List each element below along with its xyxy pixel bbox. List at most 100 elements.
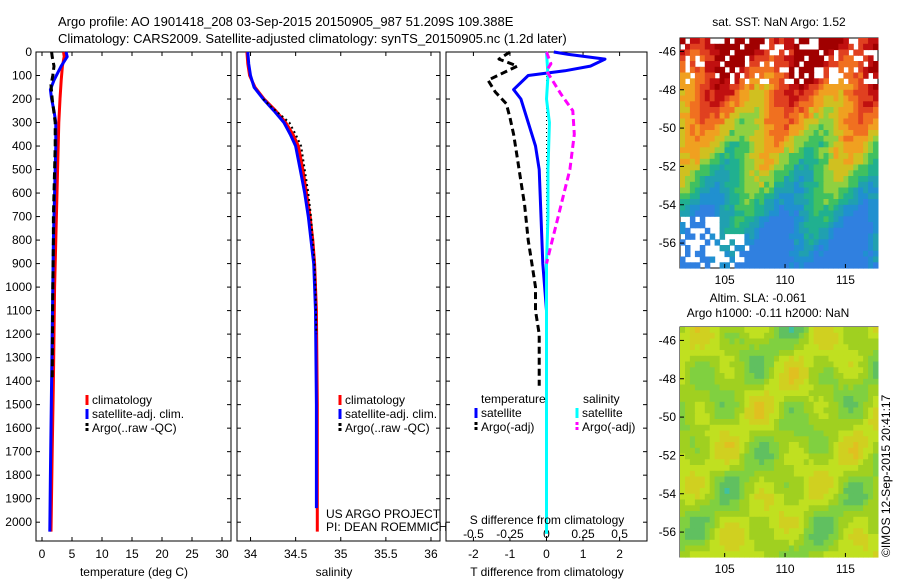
map-cell [719,101,726,108]
map-cell [823,256,829,263]
map-cell [685,453,691,460]
map-cell [754,176,760,183]
map-cell [689,539,696,547]
map-cell [858,511,864,518]
map-cell [714,170,721,177]
map-cell [818,453,825,460]
map-cell [729,141,735,148]
map-cell [828,505,834,512]
map-cell [784,390,790,397]
map-cell [729,390,735,397]
map-cell [744,539,750,547]
map-cell [734,459,740,466]
map-cell [739,124,745,131]
map-cell [764,181,770,189]
map-cell [754,551,760,558]
map-cell [759,344,765,351]
map-cell [774,101,780,108]
map-cell [828,233,834,240]
map-cell [739,222,745,229]
map-cell [719,55,726,62]
map-cell [798,499,805,506]
map-cell [798,355,805,363]
map-cell [784,424,790,432]
map-cell [808,332,815,340]
map-cell [808,493,815,501]
map-cell [813,396,820,403]
map-cell [719,522,726,529]
map-cell [798,407,805,414]
map-cell [784,101,790,108]
map-cell [808,430,815,437]
map-cell [769,332,775,340]
map-cell [823,141,829,148]
map-cell [818,551,825,558]
map-cell [793,245,800,252]
map-cell [853,390,859,397]
x-tick-label: 10 [95,547,109,561]
map-cell [769,38,775,45]
map-cell [764,465,770,472]
map-cell [694,158,701,166]
map-cell [868,378,874,386]
map-cell [709,72,716,79]
map-cell [818,107,825,114]
map-cell [863,424,869,432]
map-cell [749,245,755,252]
map-cell [719,210,726,217]
map-cell [764,476,770,483]
map-cell [873,407,879,414]
difference-legend: temperature salinity satellite Argo(-adj… [474,392,635,434]
map-cell [788,470,795,478]
map-cell [764,250,770,258]
map-cell [734,534,740,541]
map-cell [744,413,750,420]
map-cell [838,107,844,114]
map-cell [813,539,820,547]
map-cell [873,147,879,154]
map-cell [788,95,795,102]
map-cell [788,61,795,68]
map-cell [848,430,854,437]
map-cell [868,355,874,363]
map-cell [759,430,765,437]
map-cell [734,447,740,455]
map-cell [868,396,874,403]
map-cell [774,430,780,437]
map-cell [764,193,770,200]
map-cell [788,118,795,125]
map-cell [744,204,750,212]
depth-tick-label: 400 [12,139,32,153]
map-cell [704,89,711,97]
map-cell [729,332,735,340]
map-cell [838,204,844,212]
map-cell [779,373,785,380]
map-cell [704,373,711,380]
map-cell [704,112,711,120]
map-cell [724,442,730,449]
map-cell [843,222,849,229]
map-cell [714,61,721,68]
map-cell [694,459,701,466]
map-cell [833,250,839,258]
map-cell [680,55,686,62]
map-cell [689,482,696,489]
map-cell [759,442,765,449]
map-cell [808,227,815,235]
map-cell [784,245,790,252]
map-cell [793,112,800,120]
map-cell [863,551,869,558]
map-cell [838,338,844,345]
map-cell [724,89,730,97]
map-cell [729,539,735,547]
map-cell [714,118,721,125]
map-cell [848,413,854,420]
x-tick-label: 34.5 [284,547,308,561]
map-cell [873,499,879,506]
map-cell [818,43,825,51]
map-cell [754,239,760,246]
map-cell [788,112,795,120]
map-cell [833,424,839,432]
map-cell [759,204,765,212]
map-cell [828,522,834,529]
